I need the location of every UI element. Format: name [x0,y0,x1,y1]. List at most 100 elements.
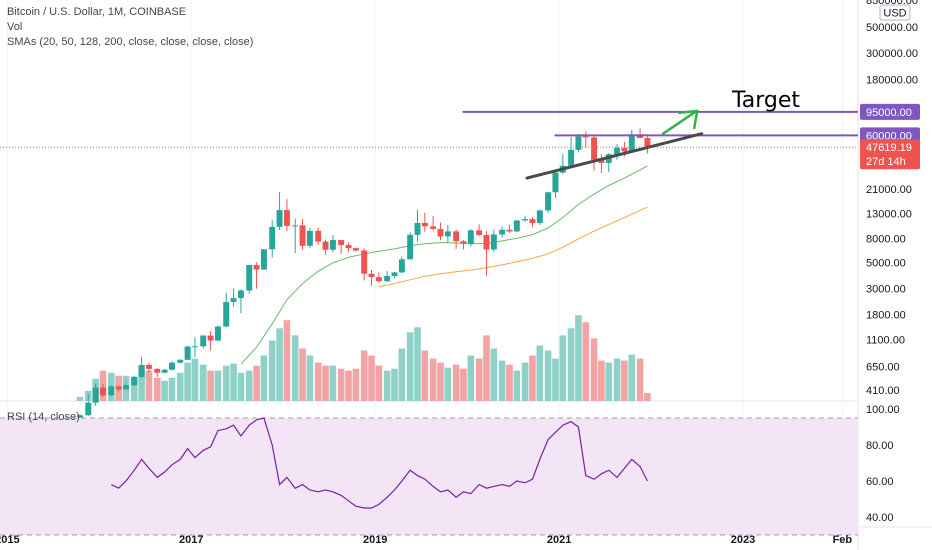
volume-bar [268,340,276,401]
candle [315,227,322,246]
sma-label: SMAs (20, 50, 128, 200, close, close, cl… [7,36,253,48]
candle [644,136,651,154]
volume-bar [498,360,506,401]
volume-bar [383,370,391,401]
rsi-band [0,418,858,535]
candle [522,215,529,222]
volume-bar [628,354,636,401]
sma-50-line [378,206,648,288]
rsi-label: RSI (14, close) [7,411,80,423]
candle [230,288,237,307]
volume-bar [145,370,153,401]
price-tick-label: 1100.00 [866,335,905,347]
volume-bar [521,362,529,401]
candle [168,361,175,371]
volume-bar [161,380,168,401]
candle [260,249,267,270]
volume-bar [552,358,559,401]
candle [123,383,129,390]
candle [430,216,437,231]
volume-bar [460,368,467,401]
time-tick-label: Feb [833,534,853,546]
support-trendline[interactable] [525,132,704,180]
volume-bar [337,368,345,401]
last-price-badge[interactable]: 47619.19 27d 14h [860,139,920,170]
candle [467,229,474,247]
time-tick-label: 2021 [547,534,571,546]
volume-bar [222,365,230,401]
axes: 850000.00 500000.00 300000.00 180000.00 2100… [0,0,920,546]
candle [483,231,490,276]
candle [375,272,382,283]
target-label: Target [731,88,800,113]
volume-bar [437,362,444,401]
arrow-head-icon [677,109,699,130]
candle [292,218,299,253]
volume-bar [406,332,414,401]
volume-bar [329,365,337,401]
volume-bar [613,358,621,401]
volume-bar [644,392,651,401]
volume-bar [345,370,352,401]
candle [506,224,513,233]
candle [444,224,451,243]
candle [329,235,336,253]
candle [246,264,253,294]
price-tick-label: 650.00 [866,361,900,373]
candle [437,222,444,241]
volume-bar [590,338,598,401]
candle [407,232,414,260]
volume-bar [138,365,145,401]
candle [207,331,214,351]
candle [253,262,260,289]
volume-bar [368,355,375,401]
rsi-line [111,417,648,509]
candle [306,227,313,249]
volume-bar [621,360,628,401]
target-price-badge[interactable]: 95000.00 [860,103,920,120]
volume-bar [483,335,490,401]
candle [283,199,290,232]
volume-bar [452,364,460,401]
volume-bar [214,370,222,401]
volume-bar [575,315,582,401]
volume-bar [544,350,552,401]
volume-bar [245,370,253,401]
volume-bar [230,363,237,401]
volume-bar [490,348,498,401]
volume-bar [306,355,314,401]
candle [536,209,543,225]
candle [338,239,345,254]
price-tick-label: 410.00 [866,385,900,397]
volume-bar [291,335,299,401]
rsi-tick-label: 60.00 [866,476,894,488]
target-arrow[interactable] [661,110,697,135]
time-tick-label: 2023 [731,534,755,546]
bar-countdown-label: 27d 14h [866,156,906,168]
candle [85,393,92,417]
price-tick-label: 3000.00 [866,283,906,295]
price-tick-label: 8000.00 [866,233,906,245]
volume-bar [299,348,306,401]
currency-badge[interactable]: USD [879,4,911,21]
volume-bar [506,364,513,401]
volume-bar [168,377,176,401]
volume-bar [421,350,429,401]
volume-bar [314,362,322,401]
volume-bar [207,370,214,401]
candle [575,133,582,153]
price-tick-label: 850000.00 [866,0,918,7]
volume-bar [398,348,406,401]
rsi-tick-label: 100.00 [866,404,900,416]
volume-bar [322,365,329,401]
volume-bar [360,350,368,401]
volume-bar [536,345,544,401]
price-tick-label: 500000.00 [866,22,918,34]
candle [237,289,244,314]
candle [513,219,520,233]
rsi-tick-label: 40.00 [866,512,894,524]
candle [161,368,168,374]
volume-bar [513,370,521,401]
rsi-pane[interactable] [0,417,858,536]
volume-bar [283,320,291,401]
